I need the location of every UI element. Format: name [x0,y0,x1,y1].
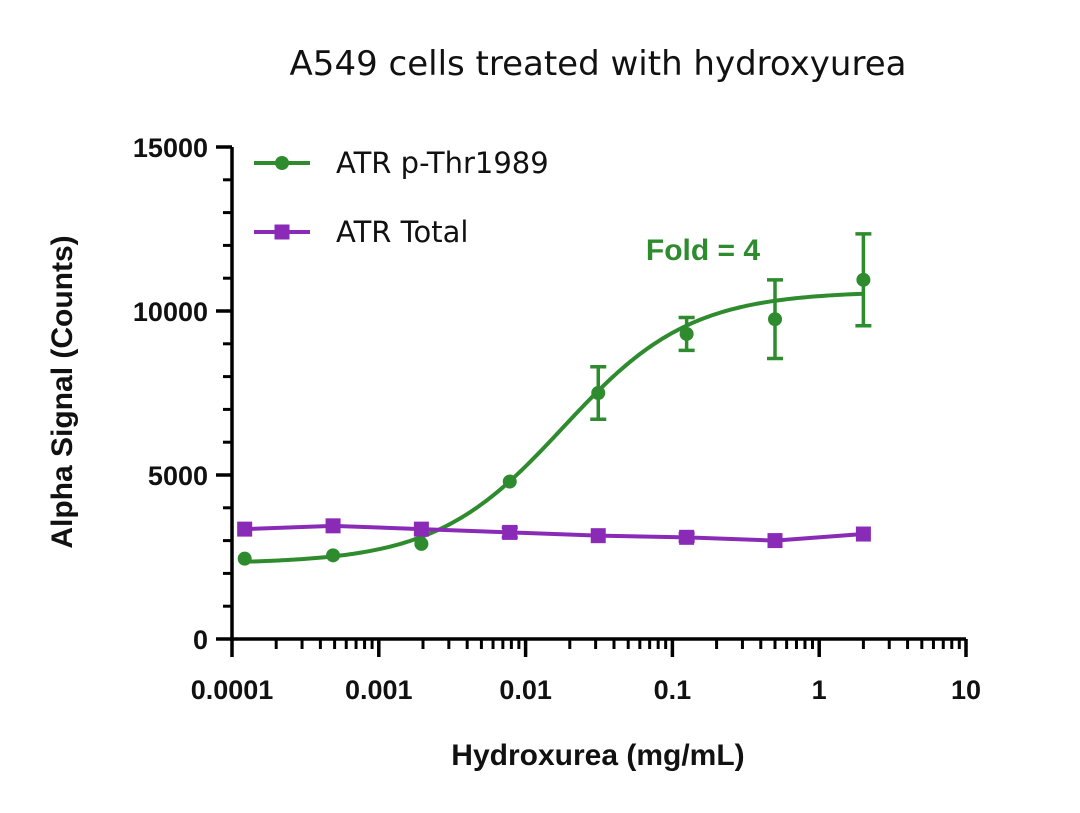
data-point [679,529,695,545]
fit-curves [244,291,864,564]
data-point [767,533,783,549]
x-tick-label: 0.01 [499,675,552,705]
y-tick-label: 0 [193,625,208,655]
fold-annotation: Fold = 4 [646,234,761,267]
y-tick-label: 10000 [133,297,208,327]
y-axis-label: Alpha Signal (Counts) [46,235,79,548]
data-point [414,536,429,551]
data-point [502,524,518,540]
data-point [325,518,341,534]
x-tick-label: 10 [951,675,981,705]
legend-label: ATR p-Thr1989 [336,146,549,180]
data-point [237,521,253,537]
data-points [237,232,872,566]
x-tick-label: 0.0001 [191,675,274,705]
legend-marker [275,156,289,170]
annotations: Fold = 4 [646,234,761,267]
axes: 0 5000 10000 15000 0.0001 0.001 0.01 0.1 1 10 [133,133,981,705]
y-tick-label: 5000 [148,461,208,491]
data-point [855,526,871,542]
x-axis-label: Hydroxurea (mg/mL) [451,739,744,772]
x-tick-label: 0.1 [654,675,692,705]
data-point [413,521,429,537]
legend-label: ATR Total [336,215,468,249]
x-tick-label: 1 [812,675,827,705]
legend: ATR p-Thr1989 ATR Total [254,146,549,249]
data-point [237,551,252,566]
data-point [591,386,606,400]
data-point [768,312,783,327]
x-tick-label: 0.001 [345,675,413,705]
data-point [856,272,871,287]
chart-title: A549 cells treated with hydroxyurea [290,44,907,84]
data-point [502,474,517,489]
data-point [679,326,694,341]
data-point [326,548,341,563]
legend-marker [274,224,290,240]
fit-curve-atr-total [244,523,864,543]
fit-curve-atr-p-thr1989 [244,291,864,564]
y-tick-label: 15000 [133,133,208,163]
data-point [590,528,606,544]
